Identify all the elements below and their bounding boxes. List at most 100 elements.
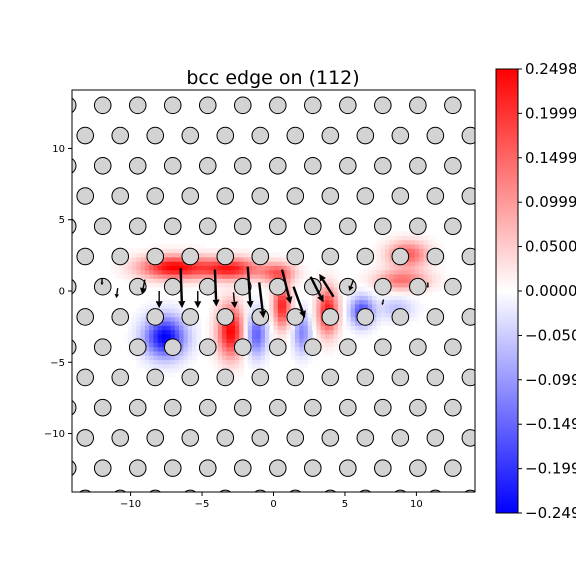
heatmap-cell bbox=[333, 338, 339, 343]
heatmap-cell bbox=[406, 243, 412, 249]
heatmap-cell bbox=[247, 261, 253, 266]
heatmap-cell bbox=[166, 303, 172, 309]
heatmap-cell bbox=[140, 320, 146, 326]
heatmap-cell bbox=[192, 355, 197, 361]
heatmap-cell bbox=[410, 252, 416, 258]
heatmap-cell bbox=[213, 261, 219, 266]
heatmap-cell bbox=[243, 273, 249, 279]
heatmap-cell bbox=[234, 363, 240, 369]
heatmap-cell bbox=[290, 342, 296, 348]
heatmap-cell bbox=[187, 342, 193, 348]
heatmap-cell bbox=[432, 273, 438, 279]
heatmap-cell bbox=[222, 333, 227, 339]
heatmap-cell bbox=[410, 303, 416, 309]
heatmap-cell bbox=[380, 320, 386, 326]
atom bbox=[254, 489, 267, 492]
heatmap-cell bbox=[179, 261, 185, 266]
heatmap-cell bbox=[162, 299, 167, 305]
colorbar-tick-label: 0.0500 bbox=[525, 238, 576, 256]
atom bbox=[233, 338, 252, 356]
heatmap-cell bbox=[333, 273, 339, 279]
heatmap-cell bbox=[239, 248, 245, 254]
heatmap-cell bbox=[174, 261, 180, 266]
heatmap-cell bbox=[149, 325, 155, 331]
heatmap-cell bbox=[320, 286, 326, 292]
atom bbox=[321, 187, 340, 205]
heatmap-cell bbox=[427, 239, 433, 245]
heatmap-cell bbox=[333, 342, 339, 348]
heatmap-cell bbox=[179, 355, 185, 361]
heatmap-cell bbox=[174, 320, 180, 326]
heatmap-cell bbox=[380, 316, 386, 322]
heatmap-cell bbox=[174, 273, 180, 279]
heatmap-cell bbox=[149, 299, 155, 305]
atom bbox=[391, 429, 410, 447]
heatmap-cell bbox=[200, 269, 206, 275]
heatmap-cell bbox=[419, 261, 425, 266]
heatmap-cell bbox=[149, 355, 155, 361]
atom bbox=[374, 217, 392, 236]
heatmap-cell bbox=[299, 329, 305, 335]
atom bbox=[304, 459, 322, 477]
atom bbox=[128, 398, 147, 417]
heatmap-cell bbox=[337, 325, 343, 331]
heatmap-cell bbox=[153, 269, 159, 275]
heatmap-cell bbox=[350, 299, 356, 305]
heatmap-cell bbox=[299, 265, 305, 271]
heatmap-cell bbox=[157, 359, 163, 365]
heatmap-cell bbox=[213, 350, 219, 356]
heatmap-cell bbox=[389, 303, 395, 309]
heatmap-cell bbox=[440, 278, 446, 284]
heatmap-cell bbox=[393, 286, 399, 292]
displacement-arrow bbox=[155, 291, 163, 309]
atom bbox=[374, 96, 392, 115]
heatmap-cell bbox=[273, 308, 279, 313]
heatmap-cell bbox=[376, 325, 382, 331]
atom bbox=[233, 459, 252, 477]
heatmap-cell bbox=[136, 363, 142, 369]
heatmap-cell bbox=[406, 320, 412, 326]
heatmap-cell bbox=[243, 261, 249, 266]
heatmap-cell bbox=[264, 291, 270, 296]
heatmap-cell bbox=[350, 325, 356, 331]
heatmap-cell bbox=[226, 273, 232, 279]
heatmap-cell bbox=[406, 308, 412, 313]
displacement-arrow bbox=[292, 286, 306, 319]
heatmap-cell bbox=[217, 338, 223, 343]
heatmap-cell bbox=[144, 329, 150, 335]
heatmap-cell bbox=[222, 295, 227, 301]
atom bbox=[374, 398, 392, 417]
atom bbox=[76, 368, 95, 387]
heatmap-cell bbox=[204, 252, 210, 258]
heatmap-cell bbox=[337, 278, 343, 284]
heatmap-cell bbox=[372, 243, 377, 249]
y-tick-label: 5 bbox=[59, 215, 65, 226]
heatmap-cell bbox=[192, 269, 197, 275]
atom bbox=[480, 157, 497, 174]
heatmap-cell bbox=[397, 235, 403, 241]
heatmap-cell bbox=[144, 350, 150, 356]
heatmap-cell bbox=[204, 256, 210, 262]
heatmap-cell bbox=[239, 367, 245, 373]
heatmap-cell bbox=[402, 269, 408, 275]
heatmap-cell bbox=[333, 325, 339, 331]
heatmap-cell bbox=[282, 295, 287, 301]
atom bbox=[480, 399, 497, 416]
heatmap-cell bbox=[389, 278, 395, 284]
heatmap-cell bbox=[363, 282, 369, 288]
heatmap-cell bbox=[299, 359, 305, 365]
heatmap-cell bbox=[226, 299, 232, 305]
heatmap-cell bbox=[136, 261, 142, 266]
heatmap-cell bbox=[277, 261, 283, 266]
heatmap-cell bbox=[127, 248, 133, 254]
heatmap-cell bbox=[350, 308, 356, 313]
heatmap-cell bbox=[187, 333, 193, 339]
heatmap-cell bbox=[157, 303, 163, 309]
atom bbox=[356, 126, 375, 145]
heatmap-cell bbox=[174, 363, 180, 369]
heatmap-cell bbox=[252, 350, 257, 356]
heatmap-cell bbox=[393, 243, 399, 249]
x-tick-label: 5 bbox=[342, 499, 348, 510]
heatmap-cell bbox=[247, 265, 253, 271]
heatmap-cell bbox=[217, 325, 223, 331]
